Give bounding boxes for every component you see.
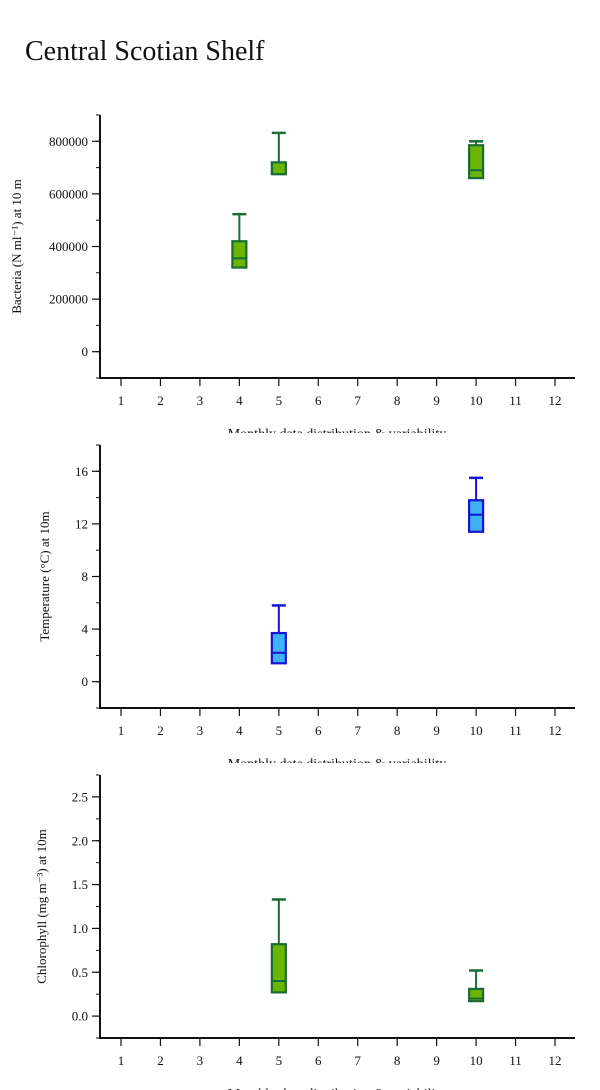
y-tick-label: 4 [82,622,89,637]
page-title: Central Scotian Shelf [25,36,265,67]
x-tick-label: 7 [354,723,361,738]
box-month-5 [270,604,287,665]
x-tick-label: 4 [236,723,243,738]
x-tick-label: 9 [433,1053,440,1068]
x-tick-label: 3 [197,1053,204,1068]
iqr-box [467,499,485,533]
iqr-box [231,240,248,269]
box-month-5 [270,898,287,994]
x-tick-label: 5 [276,723,283,738]
y-tick-label: 200000 [49,292,88,307]
x-tick-label: 1 [118,1053,125,1068]
x-tick-label: 5 [276,1053,283,1068]
x-tick-label: 10 [470,723,483,738]
x-tick-label: 6 [315,723,322,738]
x-tick-label: 11 [509,1053,522,1068]
chart-3: 0.00.51.01.52.02.5123456789101112Monthly… [34,774,575,1090]
y-tick-label: 0 [82,674,89,689]
x-tick-label: 12 [549,1053,562,1068]
iqr-box [270,631,287,665]
x-tick-label: 11 [509,723,522,738]
y-axis-label: Chlorophyll (mg m⁻³) at 10m [34,829,49,983]
x-tick-label: 6 [315,393,322,408]
x-tick-label: 1 [118,723,125,738]
x-tick-label: 2 [157,723,164,738]
x-tick-label: 12 [549,723,562,738]
y-tick-label: 1.5 [72,877,88,892]
y-tick-label: 2.5 [72,789,88,804]
y-tick-label: 0.0 [72,1009,88,1024]
x-tick-label: 3 [197,723,204,738]
x-tick-label: 10 [470,1053,483,1068]
x-tick-label: 9 [433,723,440,738]
box-month-10 [467,140,485,180]
x-tick-label: 3 [197,393,204,408]
box-month-10 [467,969,485,1003]
x-tick-label: 8 [394,1053,401,1068]
x-axis-label: Monthly data distribution & variability [228,757,447,772]
x-tick-label: 1 [118,393,125,408]
y-tick-label: 12 [75,516,88,531]
y-tick-label: 600000 [49,186,88,201]
y-tick-label: 16 [75,464,89,479]
x-tick-label: 10 [470,393,483,408]
x-tick-label: 4 [236,393,243,408]
x-tick-label: 4 [236,1053,243,1068]
y-tick-label: 1.0 [72,921,88,936]
x-tick-label: 5 [276,393,283,408]
x-tick-label: 8 [394,723,401,738]
x-tick-label: 7 [354,1053,361,1068]
y-tick-label: 8 [82,569,89,584]
y-tick-label: 2.0 [72,833,88,848]
x-tick-label: 8 [394,393,401,408]
x-axis-label: Monthly data distribution & variability [228,1087,447,1090]
x-tick-label: 11 [509,393,522,408]
y-tick-label: 0 [82,344,89,359]
x-tick-label: 7 [354,393,361,408]
y-tick-label: 800000 [49,134,88,149]
x-tick-label: 2 [157,1053,164,1068]
x-tick-label: 12 [549,393,562,408]
x-axis-label: Monthly data distribution & variability [228,427,447,442]
x-tick-label: 9 [433,393,440,408]
y-axis-label: Bacteria (N ml⁻¹) at 10 m [9,179,24,314]
iqr-box [270,943,287,994]
y-tick-label: 400000 [49,239,88,254]
iqr-box [270,161,287,176]
box-month-10 [467,476,485,533]
iqr-box [467,144,485,180]
x-tick-label: 2 [157,393,164,408]
y-tick-label: 0.5 [72,965,88,980]
box-month-4 [231,212,248,269]
box-month-5 [270,131,287,176]
y-axis-label: Temperature (°C) at 10m [37,511,52,641]
x-tick-label: 6 [315,1053,322,1068]
